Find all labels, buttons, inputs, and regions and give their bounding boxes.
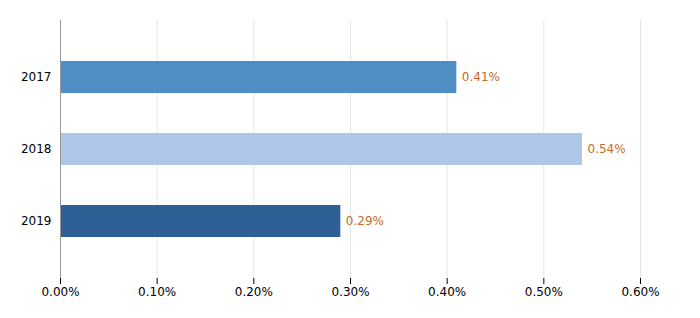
- svg-text:0.10%: 0.10%: [138, 285, 176, 299]
- svg-text:0.54%: 0.54%: [588, 142, 626, 156]
- svg-text:0.20%: 0.20%: [235, 285, 273, 299]
- svg-text:0.30%: 0.30%: [331, 285, 369, 299]
- svg-text:0.50%: 0.50%: [525, 285, 563, 299]
- svg-text:0.60%: 0.60%: [621, 285, 659, 299]
- svg-text:2018: 2018: [21, 142, 52, 156]
- svg-text:0.40%: 0.40%: [428, 285, 466, 299]
- svg-text:0.29%: 0.29%: [346, 214, 384, 228]
- svg-text:0.00%: 0.00%: [41, 285, 79, 299]
- svg-text:0.41%: 0.41%: [462, 70, 500, 84]
- svg-text:2019: 2019: [21, 214, 52, 228]
- svg-text:2017: 2017: [21, 70, 52, 84]
